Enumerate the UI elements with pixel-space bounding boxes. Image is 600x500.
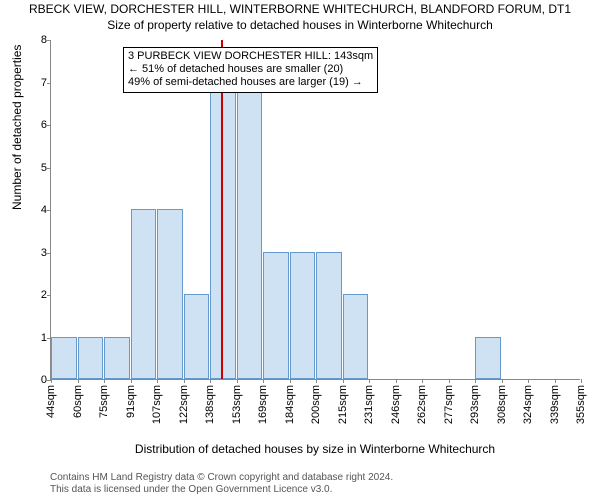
x-tick-mark — [528, 379, 529, 383]
histogram-bar — [184, 294, 210, 379]
x-tick-label: 339sqm — [549, 385, 561, 424]
x-tick-mark — [449, 379, 450, 383]
histogram-bar — [104, 337, 130, 380]
x-tick-label: 44sqm — [45, 385, 57, 418]
histogram-bar — [210, 82, 236, 380]
annotation-box: 3 PURBECK VIEW DORCHESTER HILL: 143sqm← … — [123, 47, 378, 93]
x-tick-label: 107sqm — [151, 385, 163, 424]
x-tick-mark — [104, 379, 105, 383]
histogram-bar — [131, 209, 157, 379]
y-tick-mark — [47, 253, 51, 254]
y-tick-mark — [47, 168, 51, 169]
x-tick-mark — [210, 379, 211, 383]
x-tick-mark — [78, 379, 79, 383]
footer-line-1: Contains HM Land Registry data © Crown c… — [50, 472, 393, 484]
histogram-bar — [51, 337, 77, 380]
x-tick-label: 184sqm — [284, 385, 296, 424]
footer-attribution: Contains HM Land Registry data © Crown c… — [50, 472, 393, 496]
histogram-bar — [237, 82, 263, 380]
x-tick-mark — [290, 379, 291, 383]
x-tick-mark — [502, 379, 503, 383]
x-tick-mark — [316, 379, 317, 383]
histogram-bar — [475, 337, 501, 380]
x-tick-label: 169sqm — [257, 385, 269, 424]
x-tick-mark — [51, 379, 52, 383]
x-tick-label: 60sqm — [72, 385, 84, 418]
y-tick-mark — [47, 40, 51, 41]
title-sub: Size of property relative to detached ho… — [0, 18, 600, 32]
x-tick-label: 75sqm — [98, 385, 110, 418]
x-tick-mark — [555, 379, 556, 383]
y-axis-label: Number of detached properties — [10, 45, 24, 210]
x-tick-label: 138sqm — [204, 385, 216, 424]
histogram-bar — [343, 294, 369, 379]
histogram-bar — [316, 252, 342, 380]
title-main: RBECK VIEW, DORCHESTER HILL, WINTERBORNE… — [0, 2, 600, 16]
x-tick-label: 324sqm — [522, 385, 534, 424]
x-tick-label: 277sqm — [443, 385, 455, 424]
x-tick-label: 262sqm — [416, 385, 428, 424]
chart-area: 01234567844sqm60sqm75sqm91sqm107sqm122sq… — [50, 40, 580, 380]
x-tick-mark — [422, 379, 423, 383]
histogram-bar — [157, 209, 183, 379]
x-tick-label: 308sqm — [496, 385, 508, 424]
histogram-bar — [78, 337, 104, 380]
annotation-line-3: 49% of semi-detached houses are larger (… — [128, 76, 373, 89]
x-tick-mark — [581, 379, 582, 383]
histogram-bar — [290, 252, 316, 380]
x-tick-label: 293sqm — [469, 385, 481, 424]
x-tick-mark — [131, 379, 132, 383]
x-tick-mark — [237, 379, 238, 383]
y-tick-mark — [47, 125, 51, 126]
x-tick-label: 153sqm — [231, 385, 243, 424]
histogram-bar — [263, 252, 289, 380]
footer-line-2: This data is licensed under the Open Gov… — [50, 484, 393, 496]
x-tick-mark — [263, 379, 264, 383]
x-axis-label: Distribution of detached houses by size … — [50, 442, 580, 456]
x-tick-label: 355sqm — [575, 385, 587, 424]
chart-container: RBECK VIEW, DORCHESTER HILL, WINTERBORNE… — [0, 0, 600, 500]
x-tick-mark — [369, 379, 370, 383]
x-tick-label: 91sqm — [125, 385, 137, 418]
x-tick-label: 122sqm — [178, 385, 190, 424]
x-tick-label: 215sqm — [337, 385, 349, 424]
x-tick-mark — [343, 379, 344, 383]
x-tick-mark — [184, 379, 185, 383]
y-tick-mark — [47, 338, 51, 339]
x-tick-label: 200sqm — [310, 385, 322, 424]
annotation-line-1: 3 PURBECK VIEW DORCHESTER HILL: 143sqm — [128, 50, 373, 63]
annotation-line-2: ← 51% of detached houses are smaller (20… — [128, 63, 373, 76]
x-tick-mark — [396, 379, 397, 383]
plot-region: 01234567844sqm60sqm75sqm91sqm107sqm122sq… — [50, 40, 580, 380]
x-tick-mark — [157, 379, 158, 383]
x-tick-label: 231sqm — [363, 385, 375, 424]
y-tick-mark — [47, 295, 51, 296]
x-tick-label: 246sqm — [390, 385, 402, 424]
x-tick-mark — [475, 379, 476, 383]
y-tick-mark — [47, 210, 51, 211]
y-tick-mark — [47, 83, 51, 84]
